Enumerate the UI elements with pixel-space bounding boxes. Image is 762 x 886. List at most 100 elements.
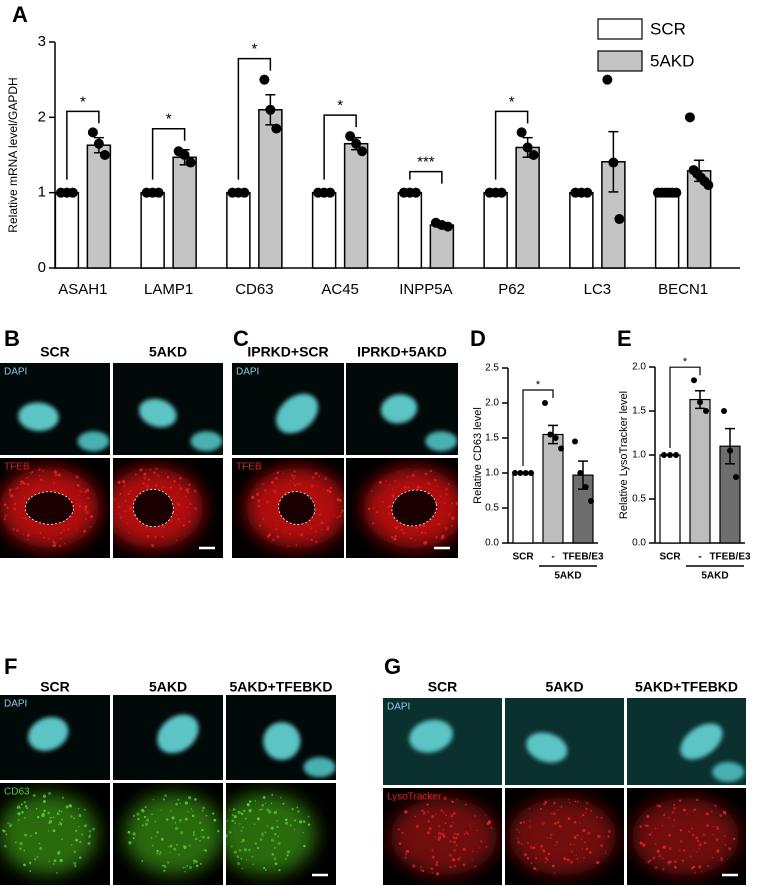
speckle <box>567 858 570 862</box>
speckle <box>194 798 197 801</box>
speckle <box>554 822 557 825</box>
speckle <box>428 826 432 831</box>
nucleus-outline <box>24 491 74 525</box>
speckle <box>367 507 371 511</box>
speckle <box>83 508 87 512</box>
speckle <box>23 482 27 486</box>
speckle <box>314 471 318 476</box>
speckle <box>673 819 676 822</box>
data-point <box>265 104 276 115</box>
speckle <box>584 812 587 814</box>
speckle <box>237 810 241 815</box>
speckle <box>251 855 254 858</box>
speckle <box>55 871 58 874</box>
speckle <box>255 488 258 491</box>
speckle <box>284 821 289 825</box>
speckle <box>403 485 407 489</box>
speckle <box>233 850 237 854</box>
speckle <box>47 811 51 815</box>
speckle <box>61 838 64 841</box>
speckle <box>137 817 140 821</box>
speckle <box>175 539 178 541</box>
speckle <box>668 847 672 851</box>
speckle <box>338 514 342 518</box>
speckle <box>223 844 226 847</box>
speckle <box>441 832 445 836</box>
speckle <box>480 840 483 843</box>
speckle <box>84 505 88 509</box>
y-tick-label: 2 <box>38 108 46 125</box>
speckle <box>36 855 39 859</box>
micrograph <box>346 458 458 558</box>
speckle <box>544 861 547 863</box>
nucleus <box>18 402 59 432</box>
speckle <box>156 474 160 477</box>
speckle <box>73 850 77 854</box>
data-point <box>691 377 697 384</box>
y-tick-label: 1.0 <box>632 450 646 461</box>
speckle <box>194 506 198 510</box>
speckle <box>275 524 278 527</box>
speckle <box>271 793 274 796</box>
micrograph: DAPI <box>0 363 110 455</box>
speckle <box>56 812 60 816</box>
speckle <box>184 817 188 821</box>
data-point <box>602 74 613 85</box>
speckle <box>437 831 442 836</box>
speckle <box>286 854 289 857</box>
speckle <box>254 842 257 845</box>
speckle <box>291 808 294 811</box>
speckle <box>462 847 466 851</box>
speckle <box>455 844 458 847</box>
speckle <box>326 528 330 531</box>
x-tick-label: BECN1 <box>658 281 708 298</box>
speckle <box>671 811 674 814</box>
speckle <box>326 525 330 529</box>
speckle <box>271 853 275 856</box>
speckle <box>254 800 257 802</box>
speckle <box>488 820 491 823</box>
speckle <box>540 848 542 850</box>
speckle <box>607 829 611 834</box>
speckle <box>3 844 7 848</box>
speckle <box>236 855 240 859</box>
speckle <box>398 842 402 845</box>
speckle <box>435 863 439 867</box>
speckle <box>274 846 276 849</box>
micrograph <box>113 458 223 558</box>
speckle <box>248 848 251 852</box>
speckle <box>75 838 79 842</box>
speckle <box>452 812 456 816</box>
speckle <box>199 862 202 865</box>
x-tick-label: ASAH1 <box>58 281 107 298</box>
x-tick-label: TFEB/E3 <box>562 552 604 563</box>
speckle <box>459 856 462 859</box>
speckle <box>686 812 689 815</box>
speckle <box>673 865 677 869</box>
speckle <box>203 849 206 851</box>
speckle <box>240 857 243 860</box>
speckle <box>605 850 607 852</box>
speckle <box>150 543 155 548</box>
column-header: SCR <box>40 344 70 360</box>
speckle <box>652 856 656 860</box>
speckle <box>540 844 544 848</box>
speckle <box>245 859 248 861</box>
speckle <box>73 817 75 820</box>
image-panel-f: F SCR DAPI CD63 5AKD 5AKD+TFEBKD <box>0 654 336 885</box>
speckle <box>391 536 394 539</box>
speckle <box>117 480 121 484</box>
speckle <box>15 841 17 844</box>
speckle <box>257 504 261 508</box>
speckle <box>147 478 151 482</box>
speckle <box>385 480 387 482</box>
data-point <box>512 470 518 476</box>
speckle <box>728 847 732 851</box>
speckle <box>476 829 479 832</box>
speckle <box>178 853 180 856</box>
speckle <box>451 840 453 843</box>
micrograph <box>223 783 336 885</box>
speckle <box>318 513 322 516</box>
speckle <box>58 823 60 826</box>
speckle <box>177 503 181 507</box>
